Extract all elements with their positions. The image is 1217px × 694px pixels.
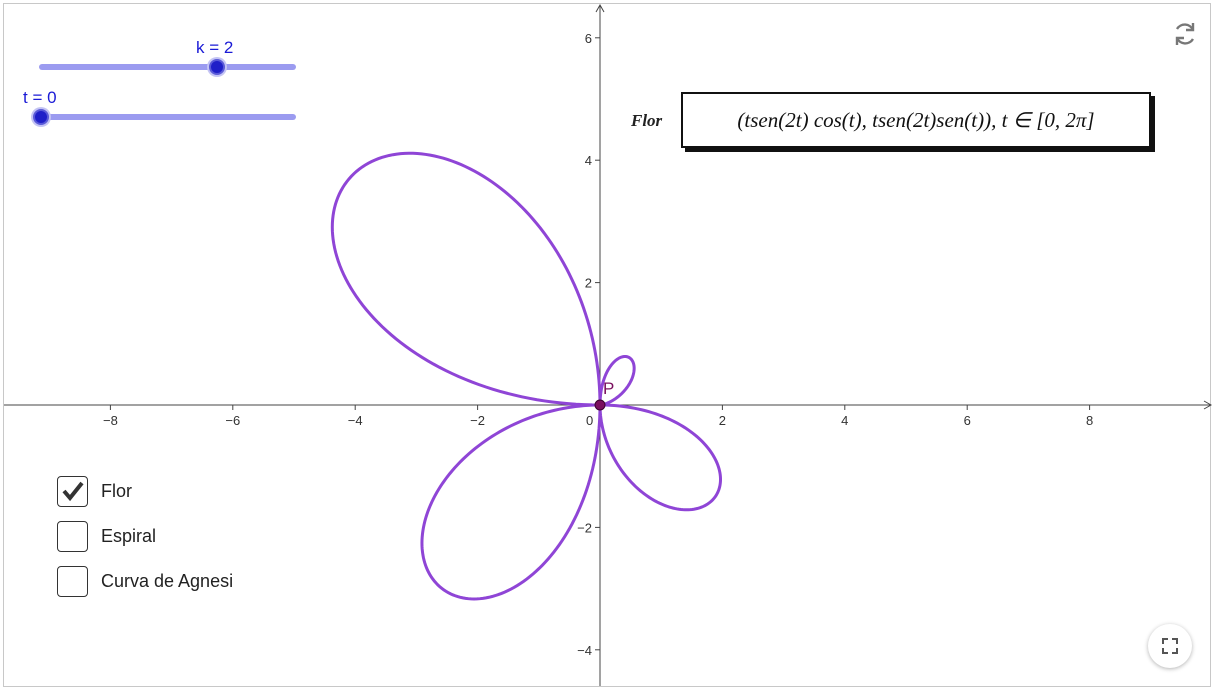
formula-box[interactable]: (tsen(2t) cos(t), tsen(2t)sen(t)), t ∈ […: [681, 92, 1151, 148]
checkbox-curva-agnesi-box[interactable]: [57, 565, 88, 597]
slider-t-knob[interactable]: [33, 109, 49, 125]
x-tick-label: −6: [225, 413, 240, 428]
checkbox-espiral-label: Espiral: [101, 525, 157, 546]
x-tick-label: 2: [719, 413, 726, 428]
formula-text: (tsen(2t) cos(t), tsen(2t)sen(t)), t ∈ […: [737, 107, 1095, 132]
fullscreen-icon: [1162, 638, 1178, 654]
y-tick-label: 4: [585, 153, 592, 168]
axis-ticks: −8 −6 −4 −2 0 2 4 6 8 6 4 2 −2 −4: [103, 31, 1093, 658]
checkbox-espiral[interactable]: Espiral: [57, 519, 156, 553]
y-tick-label: −2: [577, 520, 592, 535]
checkbox-flor[interactable]: Flor: [57, 474, 132, 508]
y-tick-label: 6: [585, 31, 592, 46]
checkbox-espiral-box[interactable]: [57, 520, 88, 552]
x-tick-label: 4: [841, 413, 848, 428]
slider-k-knob[interactable]: [209, 59, 225, 75]
slider-t-track[interactable]: [39, 114, 296, 120]
checkbox-curva-agnesi-label: Curva de Agnesi: [101, 570, 234, 591]
y-axis-arrow-icon: [595, 3, 605, 13]
x-tick-label: 8: [1086, 413, 1093, 428]
formula-name-label: Flor: [631, 111, 663, 130]
point-p[interactable]: [594, 399, 606, 411]
checkbox-flor-label: Flor: [101, 480, 132, 501]
slider-t-label: t = 0: [23, 88, 57, 107]
y-tick-label: −4: [577, 643, 592, 658]
slider-k-label: k = 2: [196, 38, 234, 57]
reset-icon[interactable]: [1171, 20, 1199, 48]
checkbox-flor-box[interactable]: [57, 475, 88, 507]
checkbox-curva-agnesi[interactable]: Curva de Agnesi: [57, 564, 233, 598]
x-tick-label: −2: [470, 413, 485, 428]
point-p-label: P: [603, 379, 614, 398]
graphics-view-frame: [3, 3, 1211, 687]
x-tick-label: −4: [348, 413, 363, 428]
x-tick-label: 6: [964, 413, 971, 428]
fullscreen-button[interactable]: [1148, 624, 1192, 668]
slider-k-track[interactable]: [39, 64, 296, 70]
x-axis-arrow-icon: [1203, 400, 1213, 410]
checkmark-icon: [61, 481, 84, 502]
x-tick-label: 0: [586, 413, 593, 428]
x-tick-label: −8: [103, 413, 118, 428]
y-tick-label: 2: [585, 276, 592, 291]
flor-curve[interactable]: [330, 151, 723, 601]
